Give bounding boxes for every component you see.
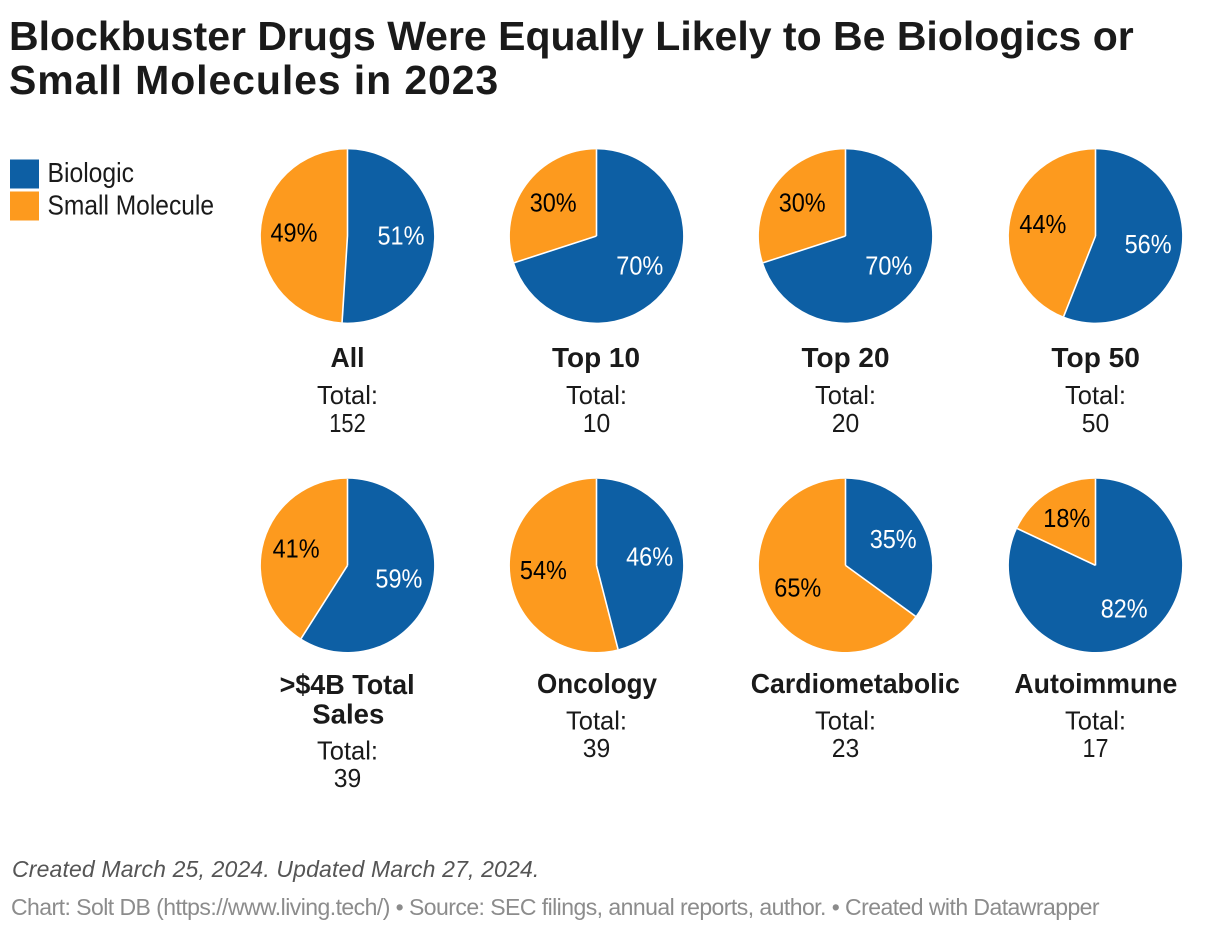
svg-text:46%: 46% [626, 542, 673, 572]
svg-text:41%: 41% [273, 534, 320, 564]
svg-text:30%: 30% [779, 188, 826, 218]
svg-text:39: 39 [583, 733, 611, 763]
svg-text:Biologic: Biologic [48, 157, 135, 188]
svg-text:23: 23 [832, 733, 860, 763]
svg-text:18%: 18% [1043, 503, 1090, 533]
svg-text:20: 20 [832, 408, 860, 438]
svg-text:82%: 82% [1101, 594, 1148, 624]
svg-text:Top 10: Top 10 [552, 342, 640, 373]
svg-text:Small Molecule: Small Molecule [48, 190, 215, 221]
svg-text:152: 152 [329, 408, 366, 438]
svg-text:Total:: Total: [566, 706, 627, 736]
svg-text:Total:: Total: [317, 380, 378, 410]
svg-text:70%: 70% [616, 250, 663, 280]
svg-text:65%: 65% [774, 573, 821, 603]
svg-text:Total:: Total: [1065, 706, 1126, 736]
svg-text:51%: 51% [378, 221, 425, 251]
svg-text:30%: 30% [530, 188, 577, 218]
svg-text:Autoimmune: Autoimmune [1014, 668, 1177, 699]
svg-text:Total:: Total: [566, 380, 627, 410]
svg-text:Total:: Total: [1065, 380, 1126, 410]
svg-text:17: 17 [1083, 733, 1109, 763]
svg-text:35%: 35% [870, 524, 917, 554]
svg-text:70%: 70% [865, 250, 912, 280]
svg-text:Oncology: Oncology [537, 668, 657, 699]
svg-text:Sales: Sales [312, 699, 384, 730]
svg-text:10: 10 [583, 408, 611, 438]
svg-text:56%: 56% [1125, 229, 1172, 259]
svg-text:Total:: Total: [815, 380, 876, 410]
svg-text:All: All [331, 342, 365, 373]
svg-text:54%: 54% [520, 555, 567, 585]
svg-text:Total:: Total: [815, 706, 876, 736]
svg-text:59%: 59% [375, 563, 422, 593]
svg-text:Cardiometabolic: Cardiometabolic [751, 668, 960, 699]
svg-text:Top 50: Top 50 [1051, 342, 1140, 373]
svg-text:44%: 44% [1019, 209, 1066, 239]
svg-text:Total:: Total: [317, 735, 378, 765]
svg-text:>$4B Total: >$4B Total [280, 669, 415, 700]
svg-text:49%: 49% [271, 217, 318, 247]
svg-text:39: 39 [334, 763, 362, 793]
svg-text:Top 20: Top 20 [802, 342, 890, 373]
svg-text:50: 50 [1082, 408, 1110, 438]
